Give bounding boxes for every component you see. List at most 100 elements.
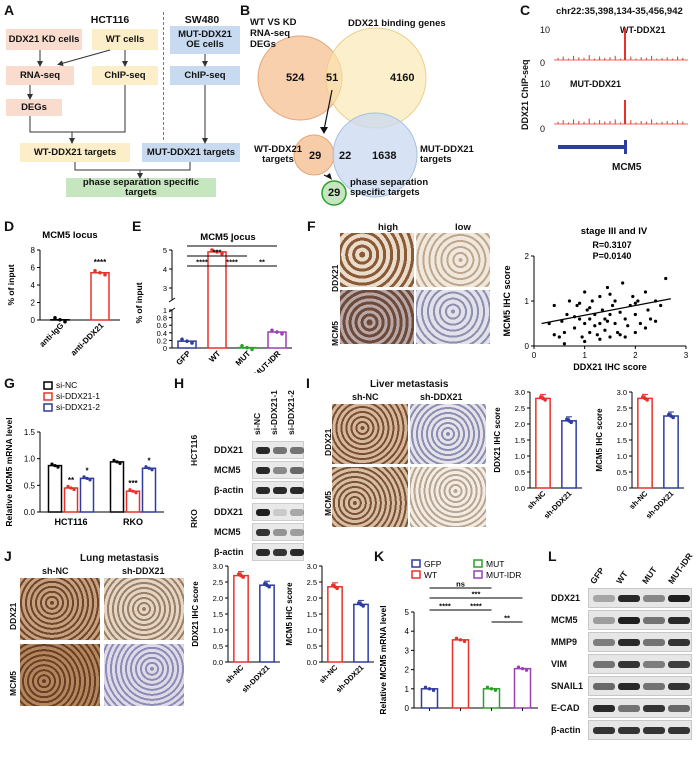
data-point [275,330,279,334]
scatter-point [600,308,604,312]
bar [79,477,95,513]
wb-band [618,683,640,690]
wb-blot-strip [252,441,304,459]
panel-label-c: C [520,2,531,18]
wb-band [618,617,640,624]
significance: *** [472,590,481,599]
wb-band [256,529,270,536]
ihc-col-high: high [378,222,399,233]
data-point [128,488,132,492]
panel-g-chart: 0.00.51.01.5si-NCsi-DDX21-1si-DDX21-2***… [4,380,164,527]
data-point [118,461,122,465]
scatter-point [633,312,637,317]
scatter-point [588,317,592,321]
x-axis-label: DDX21 IHC score [573,362,647,372]
wb-band [290,529,304,536]
wb-lane-label: MUT [640,564,659,586]
bar [125,490,141,513]
y-tick-label: 0.5 [213,642,223,651]
y-axis-label: % of input [6,264,16,305]
y-tick-label: 2.0 [617,420,627,429]
x-tick-label: sh-DDX21 [240,663,271,694]
scatter-point [572,326,577,330]
y-tick-label: 0.8 [157,314,167,323]
y-tick-label: 0.5 [24,481,36,490]
scatter-point [562,342,566,346]
wb-band [273,487,287,494]
significance: **** [470,602,482,611]
wb-band [273,529,287,536]
data-point [56,465,60,469]
data-point [112,458,116,462]
y-tick-label: 3 [405,646,410,655]
bar [451,639,470,709]
significance: **** [196,258,208,267]
wb-band [256,447,270,454]
y-tick-label: 0.2 [157,336,167,345]
data-point [103,272,107,277]
y-tick-label: 2.5 [617,404,627,413]
scatter-point [643,290,648,294]
peak-wt [624,28,626,60]
r-value: R=0.3107 [592,240,631,250]
data-point [240,344,244,348]
bar [47,464,63,513]
wb-band-label: MCM5 [551,615,578,625]
bar [141,467,157,513]
scatter-point [598,294,602,299]
data-point [485,685,490,689]
panel-label-h: H [174,375,185,391]
scatter-point [603,317,607,321]
data-point [267,584,271,589]
data-point [241,575,245,579]
y-tick-label: 4 [405,627,410,636]
legend-swatch [473,570,483,579]
data-point [335,586,339,591]
y-tick-label: 0 [405,704,410,713]
chipseq-track-svg [554,28,688,154]
x-tick-label: anti-DDX21 [69,321,106,358]
track-label-wt: WT-DDX21 [620,25,666,35]
y-axis-label: Relative MCM5 mRNA level [4,417,14,526]
significance: **** [439,602,451,611]
j-ihc-ddx21-shnc [20,578,100,640]
data-point [516,665,521,669]
data-point [524,668,529,672]
chart-title: MCM5 locus [42,230,97,241]
y-tick-label: 2.0 [307,594,317,603]
scatter-point [643,326,648,330]
y-tick-label: 2.5 [307,578,317,587]
y-axis-label: DDX21 IHC score [191,581,200,647]
y-tick-label: 1 [163,306,167,315]
ihc-image-ddx21-low [416,233,490,287]
wb-band [593,661,615,668]
data-point [645,398,649,402]
data-point [671,415,675,420]
y-tick-label: 4 [163,265,167,274]
scatter-point [648,317,653,321]
data-point [462,639,467,644]
panel-label-d: D [4,218,15,234]
venn-count-left: 524 [286,72,305,84]
venn-count-wt-mut: 22 [339,150,352,162]
scatter-point [616,330,620,335]
wb-band [273,509,287,516]
bar [353,603,369,663]
wb-band [290,487,304,494]
y-tick-label: 2.5 [515,404,525,413]
box-chipseq-wt: ChIP-seq [92,66,158,85]
scatter-point [552,333,556,337]
y-tick-label: 1.5 [213,610,223,619]
y-tick-label: 1.0 [24,455,36,464]
scatter-point [626,324,630,328]
scatter-point [583,321,587,326]
panel-label-g: G [4,375,15,391]
legend-entry: GFP [424,559,442,569]
fit-line [541,298,671,325]
j-title: Lung metastasis [80,553,159,564]
wb-band [618,595,640,602]
venn-count-right: 4160 [390,72,415,84]
track1-ymax: 10 [540,25,551,35]
